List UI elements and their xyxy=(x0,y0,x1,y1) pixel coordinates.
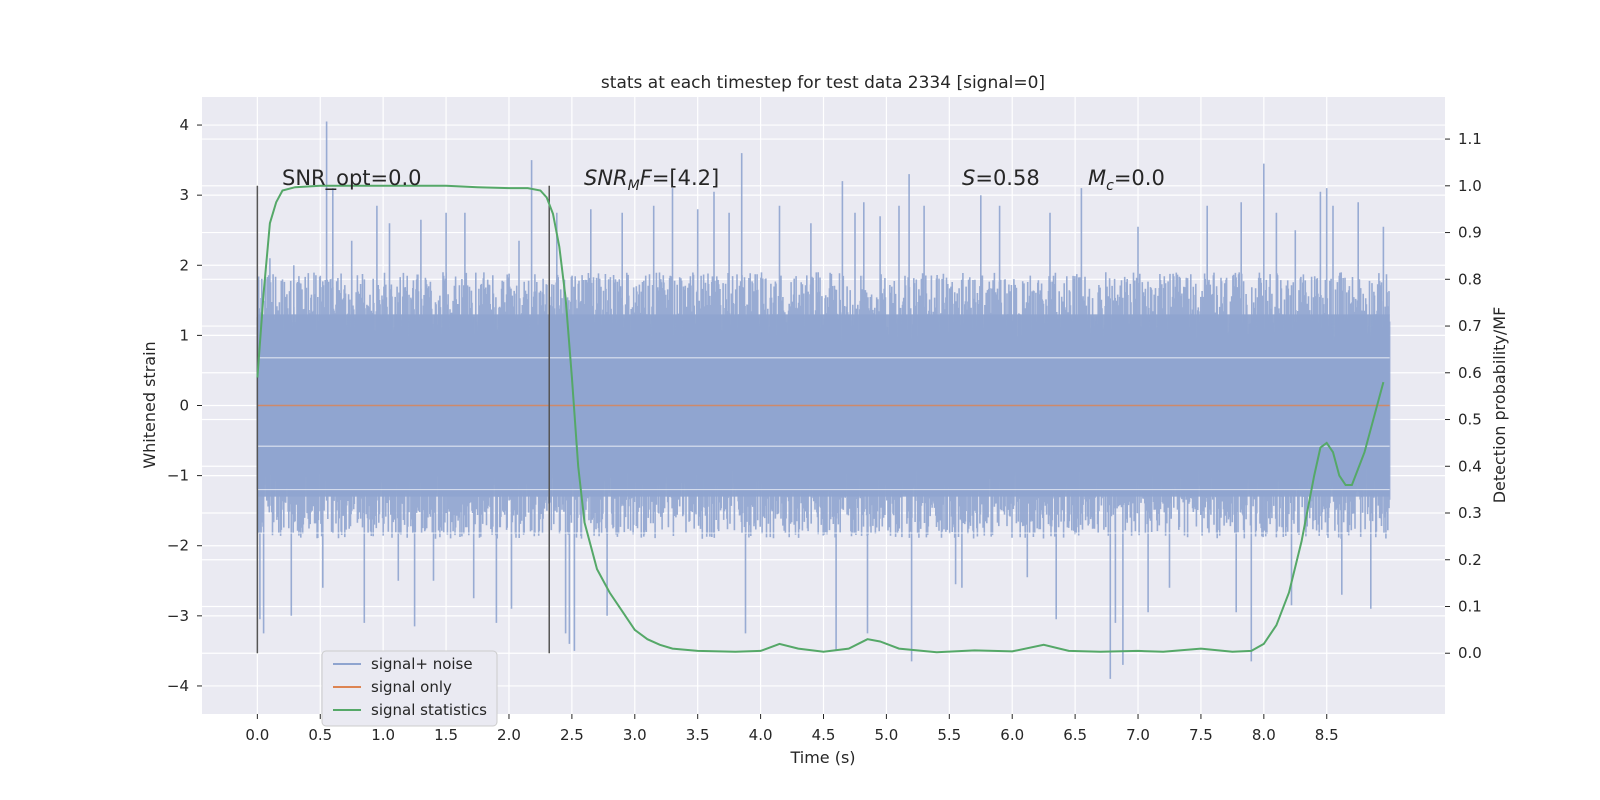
annotation-snr-mf-value: =[4.2] xyxy=(652,166,719,190)
annotation-mc-sub: c xyxy=(1106,178,1114,194)
y2-axis-label: Detection probability/MF xyxy=(1490,307,1509,504)
y2-tick-label: 0.2 xyxy=(1458,551,1482,569)
y2-tick-label: 0.8 xyxy=(1458,270,1482,288)
x-tick-label: 6.5 xyxy=(1063,726,1087,744)
x-tick-label: 5.5 xyxy=(937,726,961,744)
x-tick-label: 6.0 xyxy=(1000,726,1024,744)
y2-tick-label: 0.1 xyxy=(1458,597,1482,615)
annotation-snr-opt: SNR_opt=0.0 xyxy=(282,166,422,191)
annotation-mc-value: =0.0 xyxy=(1114,166,1165,190)
x-tick-label: 0.5 xyxy=(308,726,332,744)
y-tick-label: −1 xyxy=(167,467,189,485)
annotation-mc-var: M xyxy=(1088,166,1106,190)
y2-tick-label: 1.0 xyxy=(1458,177,1482,195)
annotation-s: S=0.58 xyxy=(962,166,1040,190)
x-tick-label: 7.5 xyxy=(1189,726,1213,744)
y2-tick-label: 0.0 xyxy=(1458,644,1482,662)
x-tick-label: 3.0 xyxy=(623,726,647,744)
annotation-layer: SNR_opt=0.0 SNRMF=[4.2] S=0.58 Mc=0.0 xyxy=(282,166,1165,194)
annotation-snr-mf-prefix: SNR xyxy=(584,166,628,190)
axis-layer: 0.0 0.5 1.0 1.5 2.0 2.5 3.0 3.5 4.0 4.5 5.0 5.5 6.0 6… xyxy=(167,116,1482,744)
y-tick-label: −4 xyxy=(167,677,189,695)
y2-tick-label: 0.3 xyxy=(1458,504,1482,522)
x-tick-label: 8.5 xyxy=(1315,726,1339,744)
legend-label-signal-noise: signal+ noise xyxy=(371,655,473,673)
y2-tick-label: 0.6 xyxy=(1458,364,1482,382)
annotation-mc: Mc=0.0 xyxy=(1088,166,1165,194)
x-tick-label: 2.0 xyxy=(497,726,521,744)
annotation-s-value: =0.58 xyxy=(975,166,1039,190)
y-tick-label: 3 xyxy=(179,186,189,204)
y-tick-label: 4 xyxy=(179,116,189,134)
x-tick-label: 2.5 xyxy=(560,726,584,744)
annotation-s-var: S xyxy=(962,166,975,190)
y-tick-label: −2 xyxy=(167,537,189,555)
y2-tick-label: 1.1 xyxy=(1458,130,1482,148)
x-tick-label: 5.0 xyxy=(874,726,898,744)
annotation-snr-mf: SNRMF=[4.2] xyxy=(584,166,719,194)
x-tick-label: 4.0 xyxy=(749,726,773,744)
x-tick-label: 4.5 xyxy=(812,726,836,744)
y-tick-label: 2 xyxy=(179,256,189,274)
x-tick-label: 0.0 xyxy=(245,726,269,744)
y2-tick-label: 0.5 xyxy=(1458,411,1482,429)
y-tick-label: −3 xyxy=(167,607,189,625)
series-layer xyxy=(256,121,1391,679)
legend-label-signal-only: signal only xyxy=(371,678,452,696)
x-axis-label: Time (s) xyxy=(789,748,855,767)
chart-title: stats at each timestep for test data 233… xyxy=(601,73,1045,93)
y2-tick-label: 0.9 xyxy=(1458,224,1482,242)
y2-tick-label: 0.7 xyxy=(1458,317,1482,335)
legend: signal+ noise signal only signal statist… xyxy=(321,650,498,727)
signal-statistics-line xyxy=(256,184,1385,654)
legend-label-signal-statistics: signal statistics xyxy=(371,701,487,719)
y2-tick-label: 0.4 xyxy=(1458,457,1482,475)
y-tick-label: 1 xyxy=(179,326,189,344)
y-axis-label: Whitened strain xyxy=(140,341,159,468)
annotation-snr-mf-suffix: F xyxy=(640,166,653,190)
x-tick-label: 1.0 xyxy=(371,726,395,744)
annotation-snr-mf-sub: M xyxy=(628,178,640,194)
y-tick-label: 0 xyxy=(179,397,189,415)
x-tick-label: 7.0 xyxy=(1126,726,1150,744)
legend-box xyxy=(321,650,498,727)
x-tick-label: 3.5 xyxy=(686,726,710,744)
x-tick-label: 8.0 xyxy=(1252,726,1276,744)
x-tick-label: 1.5 xyxy=(434,726,458,744)
